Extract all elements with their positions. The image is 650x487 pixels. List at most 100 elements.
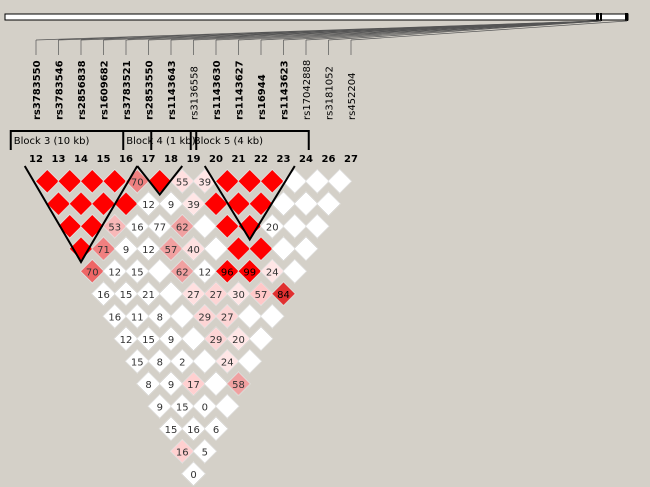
ld-cell-outline: [113, 281, 139, 306]
ld-cell-value: 57: [165, 245, 178, 256]
snp-name-label: rs2853550: [145, 60, 156, 120]
ld-cell-value: 9: [168, 200, 174, 211]
ld-cell-value: 62: [176, 267, 189, 278]
marker-number: 14: [74, 154, 88, 165]
ld-cell-value: 16: [131, 222, 144, 233]
block-bracket: [189, 130, 310, 150]
ld-cell-outline: [192, 439, 217, 464]
ld-cell-outline: [260, 304, 285, 329]
marker-number: 17: [142, 154, 156, 165]
ld-cell-outline: [158, 236, 184, 261]
ld-cell-outline: [237, 259, 262, 284]
block-triangle: [23, 165, 139, 264]
ld-cell-outline: [248, 191, 274, 216]
marker-number: 18: [164, 154, 178, 165]
ld-cell-outline: [226, 281, 251, 306]
ld-cell-outline: [46, 191, 71, 216]
ld-cell-outline: [181, 326, 206, 351]
ld-cell-outline: [282, 214, 307, 239]
snp-name-label: rs1143643: [167, 60, 178, 120]
ld-cell-outline: [91, 281, 116, 306]
ld-cell-outline: [80, 169, 105, 194]
region-marker: [600, 13, 602, 21]
ld-cell-outline: [181, 236, 206, 261]
ld-cell-value: 29: [198, 312, 211, 323]
marker-number: 27: [344, 154, 358, 165]
ld-cell-outline: [203, 281, 229, 306]
ld-cell-value: 2: [179, 357, 185, 368]
ld-cell-outline: [215, 304, 240, 329]
ld-cell-value: 96: [221, 267, 234, 278]
ld-cell-outline: [271, 281, 296, 306]
ld-cell-value: 77: [153, 222, 166, 233]
ld-cell-value: 24: [266, 267, 279, 278]
ld-cell-outline: [113, 236, 139, 261]
ld-cell-outline: [35, 169, 60, 194]
ld-cell-value: 70: [86, 267, 99, 278]
ld-cell-outline: [147, 214, 172, 239]
snp-name-label: rs3783521: [122, 60, 133, 120]
ld-cell-outline: [271, 191, 296, 216]
ld-cell-value: 24: [221, 357, 234, 368]
ld-cell-outline: [226, 326, 251, 351]
ld-cell-outline: [80, 214, 105, 239]
ld-cell-value: 8: [157, 357, 163, 368]
ld-cell-value: 20: [232, 335, 245, 346]
ld-cell-outline: [102, 214, 127, 239]
ld-cell-value: 8: [157, 312, 163, 323]
ld-cell-outline: [226, 371, 251, 396]
snp-name-labels: rs3783550 rs3783546 rs2856838 rs1609682 rs37…: [32, 60, 358, 120]
marker-number: 21: [232, 154, 246, 165]
marker-number: 12: [29, 154, 43, 165]
ld-cell-outline: [170, 394, 195, 419]
ld-cell-value: 40: [187, 245, 200, 256]
ld-cell-outline: [102, 304, 127, 329]
ld-cell-outline: [113, 326, 139, 351]
ld-cell-outline: [293, 191, 319, 216]
marker-number: 20: [209, 154, 223, 165]
ld-cell-outline: [316, 191, 341, 216]
marker-number: 16: [119, 154, 133, 165]
ld-cell-outline: [237, 349, 262, 374]
ld-cell-value: 12: [198, 267, 211, 278]
snp-name-label: rs16944: [257, 74, 268, 120]
ld-cell-value: 17: [187, 380, 200, 391]
marker-number: 13: [52, 154, 66, 165]
ld-cell-value: 58: [232, 380, 245, 391]
region-marker: [625, 13, 628, 21]
ld-cell-value: 9: [168, 380, 174, 391]
ld-cell-value: 16: [97, 290, 110, 301]
ld-cell-outline: [57, 214, 82, 239]
region-marker: [596, 13, 599, 21]
ld-cell-outline: [68, 191, 94, 216]
ld-cell-outline: [293, 236, 319, 261]
ld-cell-value: 9: [157, 402, 163, 413]
block-triangle: [203, 165, 296, 242]
ld-cell-value: 15: [120, 290, 133, 301]
ld-cell-outline: [158, 281, 184, 306]
ld-cell-outline: [327, 169, 352, 194]
block-label: Block 3 (10 kb): [14, 136, 90, 147]
ld-cell-outline: [158, 191, 184, 216]
marker-number-labels: 12 13 14 15 16 17 18 19 20 21 22 23 24 26 27: [29, 154, 358, 165]
block-label: Block 4 (1 kb): [126, 136, 195, 147]
ld-cell-outline: [136, 281, 161, 306]
ld-cell-outline: [102, 169, 127, 194]
marker-number: 15: [97, 154, 111, 165]
ld-cell-value: 39: [187, 200, 200, 211]
ld-cell-outline: [226, 236, 251, 261]
ld-cell-value: 57: [255, 290, 268, 301]
ld-cell-outline: [181, 416, 206, 441]
ld-cell-outline: [136, 236, 161, 261]
ld-cell-outline: [260, 259, 285, 284]
block-bracket: [122, 130, 198, 150]
ld-cell-outline: [305, 214, 330, 239]
ld-cell-outline: [170, 214, 195, 239]
ld-cell-value: 0: [190, 470, 196, 481]
ld-cell-value: 15: [131, 357, 144, 368]
snp-connector-line: [328, 20, 602, 41]
ld-cell-value: 27: [210, 290, 223, 301]
ld-cell-outline: [170, 439, 195, 464]
snp-name-label: rs1143623: [280, 60, 291, 120]
ld-cell-outline: [192, 259, 217, 284]
